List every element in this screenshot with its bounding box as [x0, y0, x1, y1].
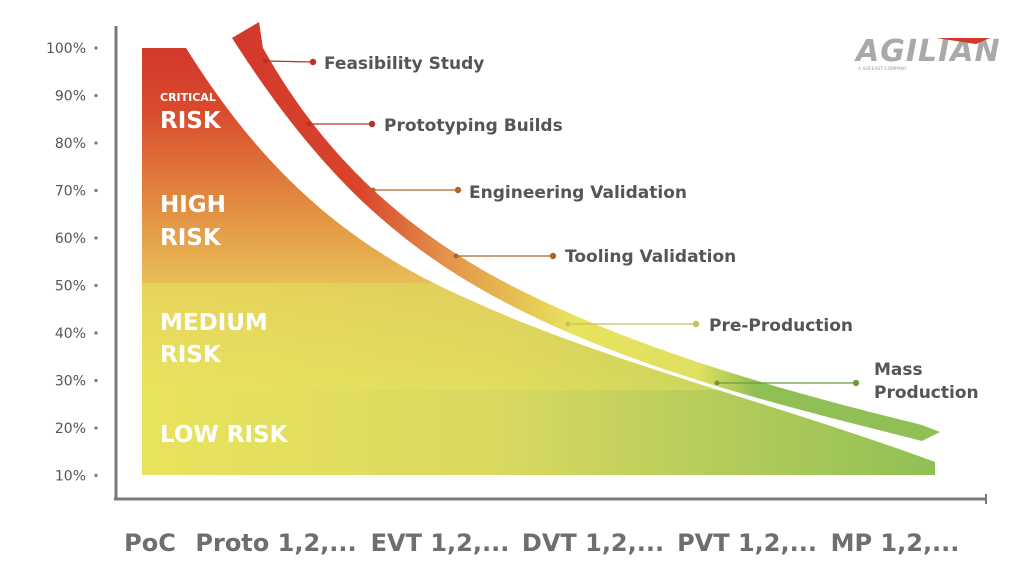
y-tick-label: 50% — [55, 279, 86, 295]
stage-marker-dot — [309, 58, 317, 66]
critical-risk-label: RISK — [160, 108, 222, 134]
stage-label: Engineering Validation — [469, 183, 687, 203]
stage-marker-dot — [262, 58, 268, 64]
stage-marker-dot — [549, 252, 557, 260]
x-category-label: PVT 1,2,... — [677, 529, 817, 557]
stage-marker-dot — [565, 321, 571, 327]
medium-risk-label: RISK — [160, 342, 222, 368]
stage-label: Pre-Production — [709, 316, 853, 336]
low-risk-label: LOW RISK — [160, 422, 289, 448]
x-category-label: EVT 1,2,... — [371, 529, 510, 557]
y-tick-label: 40% — [55, 326, 86, 342]
x-category-label: MP 1,2,... — [831, 529, 960, 557]
critical-small-label: CRITICAL — [160, 91, 216, 104]
y-tick-dot — [94, 46, 98, 50]
stage-label: Tooling Validation — [565, 247, 736, 267]
y-tick-dot — [94, 426, 98, 430]
stage-label: Prototyping Builds — [384, 116, 563, 136]
stage-marker-dot — [306, 121, 312, 127]
y-tick-dot — [94, 188, 98, 193]
y-tick-dot — [94, 331, 98, 335]
y-tick-labels: 100% 90% 80% 70% 60% 50% 40% 30% 20% 10% — [46, 41, 98, 485]
high-label: HIGH — [160, 192, 226, 218]
y-tick-label: 20% — [55, 421, 86, 437]
stage-marker-dot — [692, 320, 700, 328]
y-tick-dot — [94, 93, 98, 98]
y-tick-label: 70% — [55, 184, 86, 200]
stage-marker-dot — [454, 186, 462, 194]
stage-label: Mass Production — [874, 360, 979, 403]
x-category-label: Proto 1,2,... — [195, 529, 356, 557]
x-category-label: DVT 1,2,... — [522, 529, 664, 557]
stage-label: Feasibility Study — [324, 54, 484, 74]
y-tick-label: 30% — [55, 374, 86, 390]
stage-marker-dot — [852, 379, 860, 387]
stage-labels: Feasibility Study Prototyping Builds Engin… — [262, 54, 979, 403]
logo-accent-stroke — [936, 38, 990, 44]
medium-risk-band — [142, 283, 935, 390]
agilian-logo: AGILIAN A SOFEAST COMPANY — [854, 34, 1000, 72]
stage-marker-dot — [368, 120, 376, 128]
y-tick-dot — [94, 283, 98, 288]
x-category-label: PoC — [124, 529, 176, 557]
y-tick-label: 10% — [55, 469, 86, 485]
stage-marker-dot — [370, 187, 376, 193]
y-tick-dot — [94, 141, 98, 145]
stage-marker-dot — [453, 253, 459, 259]
medium-label: MEDIUM — [160, 310, 268, 336]
stage-marker-dot — [714, 380, 720, 386]
logo-subtitle: A SOFEAST COMPANY — [858, 66, 907, 72]
y-tick-dot — [94, 473, 98, 478]
y-tick-label: 100% — [46, 41, 86, 57]
y-tick-dot — [94, 236, 98, 240]
y-tick-label: 80% — [55, 136, 86, 152]
y-tick-label: 60% — [55, 231, 86, 247]
x-category-labels: PoC Proto 1,2,... EVT 1,2,... DVT 1,2,... PV… — [124, 529, 959, 557]
y-tick-label: 90% — [55, 89, 86, 105]
stage-leader-line — [264, 60, 314, 63]
high-risk-label: RISK — [160, 225, 222, 251]
y-tick-dot — [94, 378, 98, 383]
